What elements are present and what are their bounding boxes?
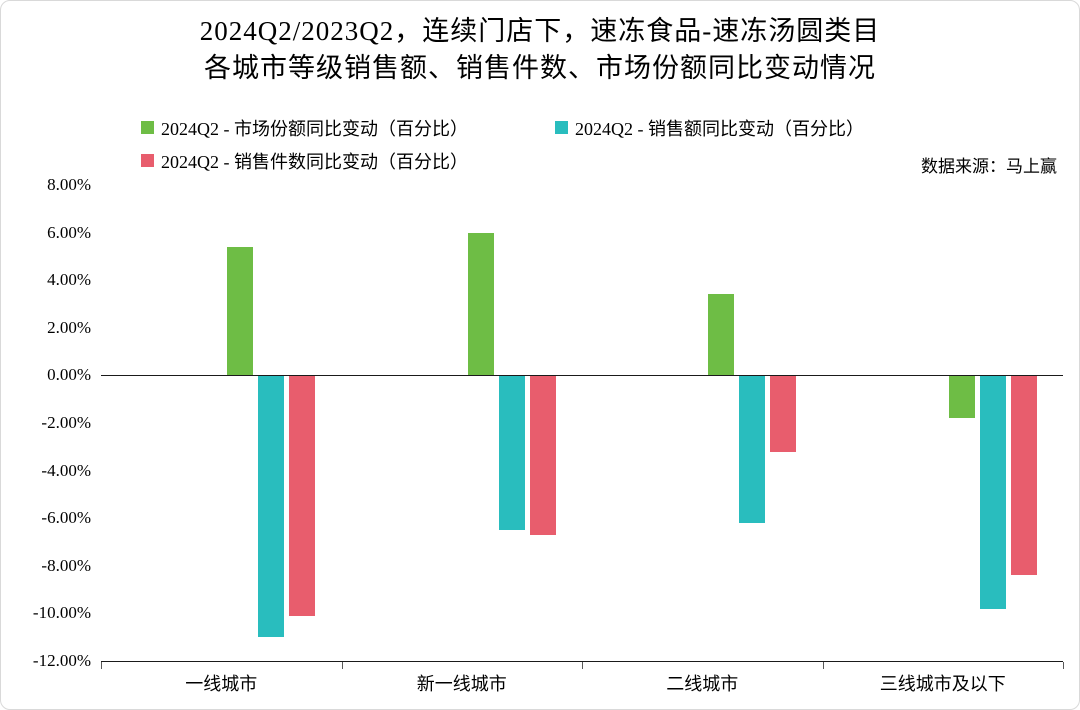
bar-s2-c2 — [770, 375, 797, 452]
data-source: 数据来源：马上赢 — [921, 157, 1057, 176]
y-axis-tick-label: 4.00% — [47, 270, 91, 290]
legend-row: 2024Q2 - 销售件数同比变动（百分比） — [141, 144, 981, 177]
bar-s0-c1 — [467, 232, 494, 376]
x-axis-line — [101, 661, 1063, 663]
legend-label: 2024Q2 - 销售件数同比变动（百分比） — [161, 151, 468, 172]
x-axis-tick — [582, 662, 583, 669]
y-axis-tick-label: -4.00% — [41, 460, 91, 480]
category-label: 一线城市 — [185, 674, 258, 694]
legend: 2024Q2 - 市场份额同比变动（百分比） 2024Q2 - 销售额同比变动（百… — [141, 111, 981, 177]
y-axis-tick-label: -6.00% — [41, 508, 91, 528]
legend-swatch-icon — [141, 154, 154, 167]
bar-s1-c3 — [979, 375, 1006, 609]
bar-s0-c2 — [708, 294, 735, 376]
chart-title-line2: 各城市等级销售额、销售件数、市场份额同比变动情况 — [204, 53, 876, 83]
bar-s0-c0 — [227, 246, 254, 376]
bar-s2-c1 — [529, 375, 556, 535]
bar-s1-c2 — [739, 375, 766, 523]
legend-item-2: 2024Q2 - 销售件数同比变动（百分比） — [141, 148, 521, 174]
y-axis-tick-label: 2.00% — [47, 317, 91, 337]
zero-line — [101, 374, 1063, 377]
bar-s1-c1 — [498, 375, 525, 531]
bar-s0-c3 — [948, 375, 975, 419]
legend-item-1: 2024Q2 - 销售额同比变动（百分比） — [555, 115, 935, 141]
legend-label: 2024Q2 - 销售额同比变动（百分比） — [575, 118, 864, 139]
legend-row: 2024Q2 - 市场份额同比变动（百分比） 2024Q2 - 销售额同比变动（百… — [141, 111, 981, 144]
bar-s1-c0 — [258, 375, 285, 638]
x-axis-tick — [341, 662, 343, 669]
y-axis-tick-label: 0.00% — [47, 365, 91, 385]
bar-s2-c0 — [289, 375, 316, 616]
y-axis-tick-label: -10.00% — [32, 603, 91, 623]
x-axis-tick — [1063, 662, 1064, 669]
legend-item-0: 2024Q2 - 市场份额同比变动（百分比） — [141, 115, 521, 141]
x-axis-tick — [101, 662, 102, 669]
legend-label: 2024Q2 - 市场份额同比变动（百分比） — [161, 118, 468, 139]
category-label: 新一线城市 — [416, 674, 507, 694]
y-axis-tick-label: -8.00% — [41, 555, 91, 575]
chart-title: 2024Q2/2023Q2，连续门店下，速冻食品-速冻汤圆类目 各城市等级销售额… — [1, 13, 1079, 87]
category-label: 二线城市 — [666, 674, 739, 694]
y-axis-tick-label: 6.00% — [47, 222, 91, 242]
legend-swatch-icon — [141, 121, 154, 134]
bar-s2-c3 — [1010, 375, 1037, 576]
chart-title-line1: 2024Q2/2023Q2，连续门店下，速冻食品-速冻汤圆类目 — [199, 16, 881, 46]
x-axis-tick — [822, 662, 824, 669]
y-axis-tick-label: 8.00% — [47, 175, 91, 194]
y-axis-tick-label: -2.00% — [41, 413, 91, 432]
y-axis-tick-label: -12.00% — [32, 651, 91, 670]
legend-swatch-icon — [555, 121, 568, 134]
category-label: 三线城市及以下 — [879, 674, 1006, 694]
